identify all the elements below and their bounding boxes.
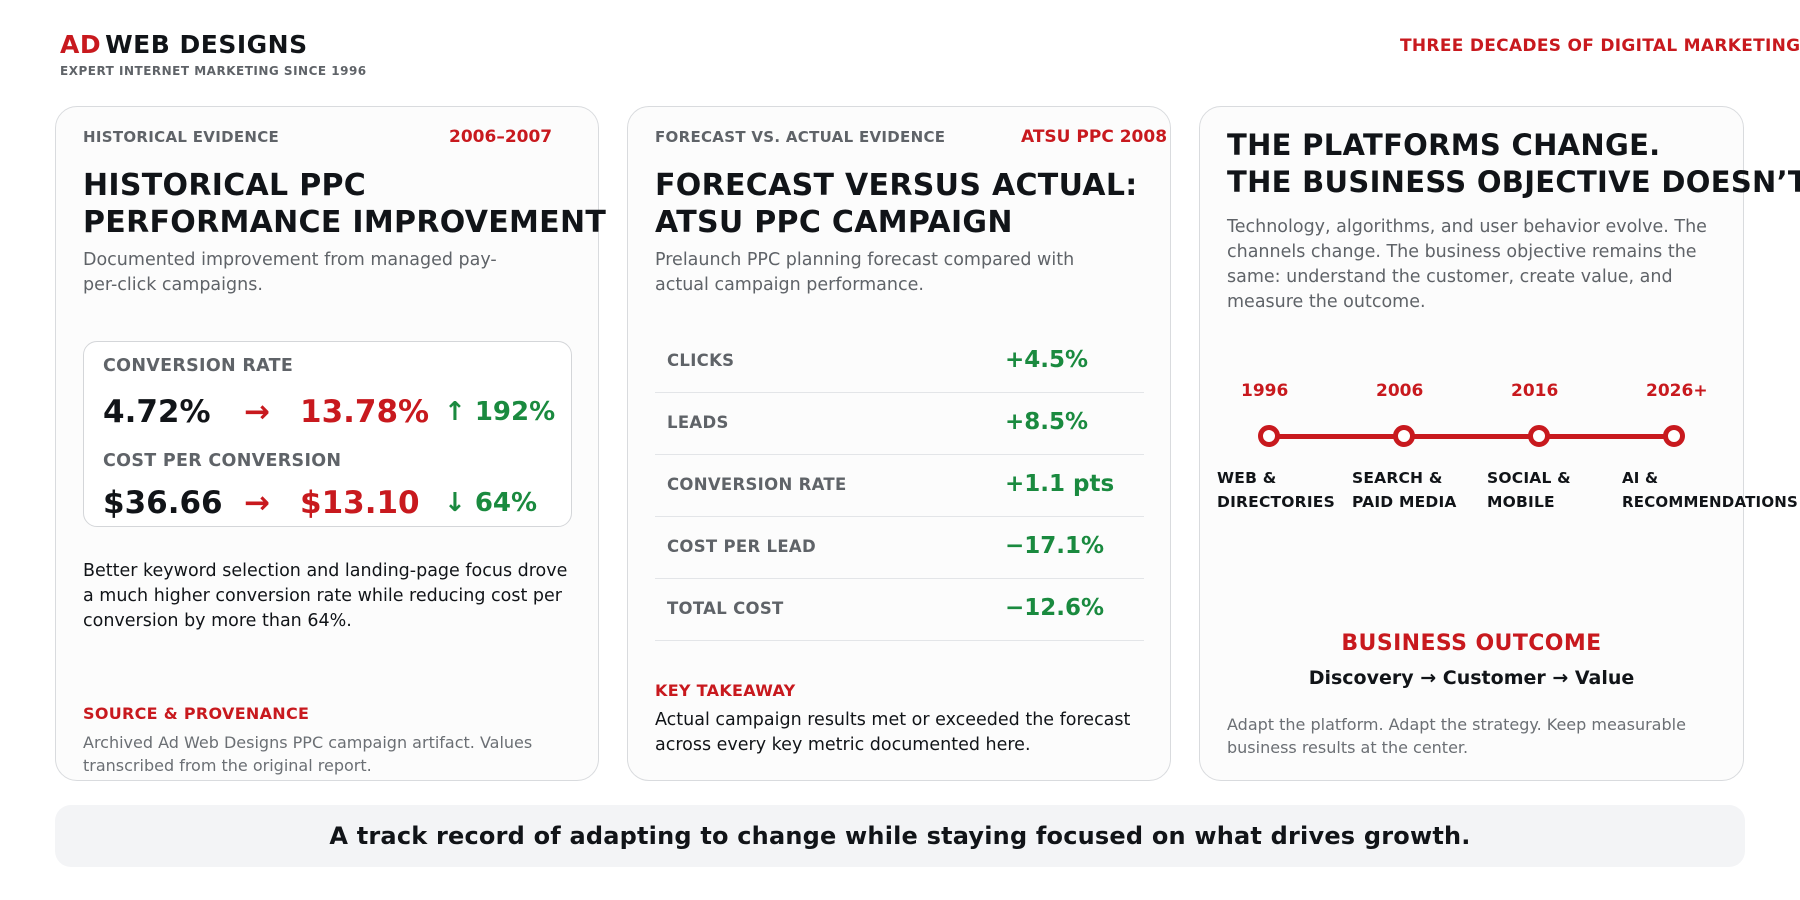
card-subtitle: Documented improvement from managed pay-… xyxy=(83,250,497,295)
brand-name: WEB DESIGNS xyxy=(105,30,308,59)
card-title-line: THE PLATFORMS CHANGE. xyxy=(1227,128,1661,162)
row-value: +1.1 pts xyxy=(1005,471,1115,497)
table-row: TOTAL COST −12.6% xyxy=(655,579,1144,641)
card-body: Better keyword selection and landing-pag… xyxy=(83,561,568,631)
timeline-dot-icon xyxy=(1663,425,1685,447)
timeline-label: SOCIAL & MOBILE xyxy=(1487,466,1571,514)
metric-after: 13.78% xyxy=(300,394,430,430)
timeline-year: 1996 xyxy=(1241,381,1289,401)
metric-change: ↓ 64% xyxy=(444,488,538,518)
brand-block: AD WEB DESIGNS EXPERT INTERNET MARKETING … xyxy=(60,30,367,78)
card-subtitle: Prelaunch PPC planning forecast compared… xyxy=(655,250,1075,295)
timeline-dot-icon xyxy=(1393,425,1415,447)
row-label: CONVERSION RATE xyxy=(667,475,847,494)
metric-before: 4.72% xyxy=(103,394,211,430)
timeline-label-line: SOCIAL & xyxy=(1487,469,1571,487)
metric-change: ↑ 192% xyxy=(444,397,556,427)
brand-ad: AD xyxy=(60,30,102,59)
metrics-box: CONVERSION RATE 4.72% → 13.78% ↑ 192% CO… xyxy=(83,341,572,527)
timeline-year: 2006 xyxy=(1376,381,1424,401)
row-label: LEADS xyxy=(667,413,729,432)
row-label: COST PER LEAD xyxy=(667,537,816,556)
row-value: +8.5% xyxy=(1005,409,1089,435)
timeline-label-line: WEB & xyxy=(1217,469,1277,487)
row-value: −17.1% xyxy=(1005,533,1105,559)
timeline-label: WEB & DIRECTORIES xyxy=(1217,466,1335,514)
timeline-label-line: RECOMMENDATIONS xyxy=(1622,493,1799,511)
metric-label: CONVERSION RATE xyxy=(103,356,294,376)
card-title-line: ATSU PPC CAMPAIGN xyxy=(655,205,1013,240)
closing-text: Adapt the platform. Adapt the strategy. … xyxy=(1227,715,1686,757)
card-years: 2006–2007 xyxy=(449,127,553,147)
timeline-dot-icon xyxy=(1528,425,1550,447)
row-label: TOTAL COST xyxy=(667,599,784,618)
takeaway-text: Actual campaign results met or exceeded … xyxy=(655,710,1131,755)
card-campaign: ATSU PPC 2008 xyxy=(1021,127,1168,147)
timeline-label-line: MOBILE xyxy=(1487,493,1555,511)
card-title-line: THE BUSINESS OBJECTIVE DOESN’T. xyxy=(1227,165,1800,199)
brand-tagline: EXPERT INTERNET MARKETING SINCE 1996 xyxy=(60,64,367,78)
timeline-dot-icon xyxy=(1258,425,1280,447)
card-kicker: FORECAST VS. ACTUAL EVIDENCE xyxy=(655,128,946,146)
timeline-label-line: AI & xyxy=(1622,469,1659,487)
timeline-line xyxy=(1269,434,1673,439)
arrow-right-icon: → xyxy=(244,485,270,521)
row-value: +4.5% xyxy=(1005,347,1089,373)
row-value: −12.6% xyxy=(1005,595,1105,621)
takeaway-label: KEY TAKEAWAY xyxy=(655,681,796,700)
arrow-right-icon: → xyxy=(244,394,270,430)
metric-label: COST PER CONVERSION xyxy=(103,451,342,471)
timeline-label-line: PAID MEDIA xyxy=(1352,493,1457,511)
outcome-flow: Discovery → Customer → Value xyxy=(1308,667,1635,689)
source-text: Archived Ad Web Designs PPC campaign art… xyxy=(83,733,533,775)
card-title-line: HISTORICAL PPC xyxy=(83,168,367,203)
timeline-year: 2026+ xyxy=(1646,381,1708,401)
timeline-label-line: SEARCH & xyxy=(1352,469,1443,487)
timeline-year: 2016 xyxy=(1511,381,1559,401)
table-row: LEADS +8.5% xyxy=(655,393,1144,455)
platforms-change-card: THE PLATFORMS CHANGE. THE BUSINESS OBJEC… xyxy=(1199,106,1800,781)
card-title: FORECAST VERSUS ACTUAL: ATSU PPC CAMPAIG… xyxy=(655,167,1138,241)
card-title: THE PLATFORMS CHANGE. THE BUSINESS OBJEC… xyxy=(1227,127,1800,201)
metric-before: $36.66 xyxy=(103,485,223,521)
header-tagline-right: THREE DECADES OF DIGITAL MARKETING xyxy=(1400,36,1800,56)
table-row: CONVERSION RATE +1.1 pts xyxy=(655,455,1144,517)
forecast-actual-card: FORECAST VS. ACTUAL EVIDENCE ATSU PPC 20… xyxy=(627,106,1171,781)
metric-after: $13.10 xyxy=(300,485,420,521)
footer-banner: A track record of adapting to change whi… xyxy=(55,805,1745,867)
outcome-title: BUSINESS OUTCOME xyxy=(1341,631,1602,656)
timeline-label-line: DIRECTORIES xyxy=(1217,493,1335,511)
card-kicker: HISTORICAL EVIDENCE xyxy=(83,128,280,146)
card-title-line: FORECAST VERSUS ACTUAL: xyxy=(655,168,1138,203)
card-title: HISTORICAL PPC PERFORMANCE IMPROVEMENT xyxy=(83,167,606,241)
card-title-line: PERFORMANCE IMPROVEMENT xyxy=(83,205,607,240)
table-row: CLICKS +4.5% xyxy=(655,331,1144,393)
card-body: Technology, algorithms, and user behavio… xyxy=(1227,217,1707,312)
timeline-label: SEARCH & PAID MEDIA xyxy=(1352,466,1457,514)
row-label: CLICKS xyxy=(667,351,735,370)
forecast-table: CLICKS +4.5% LEADS +8.5% CONVERSION RATE… xyxy=(655,331,1144,641)
source-label: SOURCE & PROVENANCE xyxy=(83,704,310,723)
table-row: COST PER LEAD −17.1% xyxy=(655,517,1144,579)
historical-evidence-card: HISTORICAL EVIDENCE 2006–2007 HISTORICAL… xyxy=(55,106,606,781)
timeline-label: AI & RECOMMENDATIONS xyxy=(1622,466,1798,514)
brand-logo: AD WEB DESIGNS xyxy=(60,30,367,59)
